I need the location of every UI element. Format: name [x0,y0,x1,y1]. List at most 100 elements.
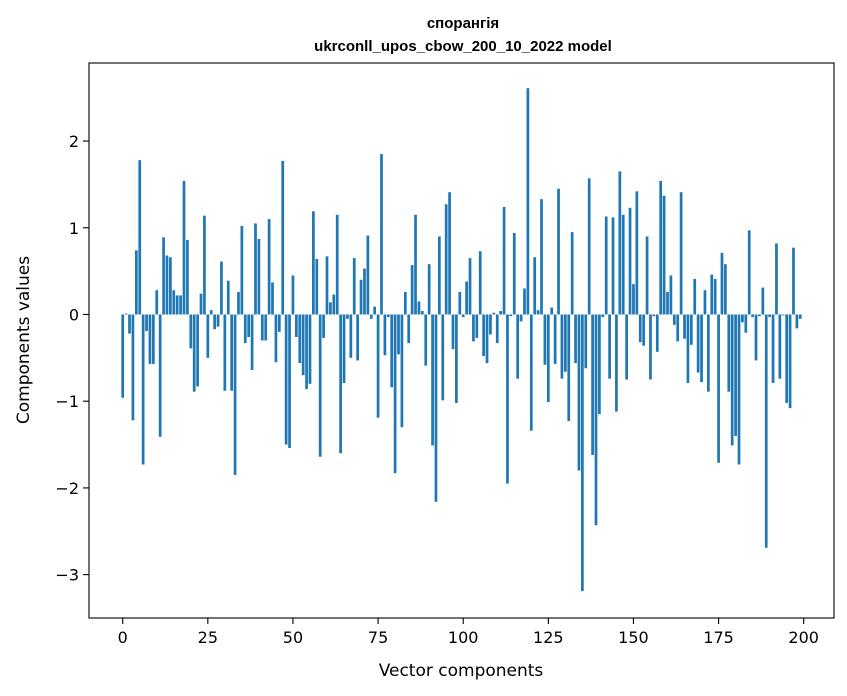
bar-54 [305,314,308,390]
bar-111 [499,311,503,315]
bar-1 [124,313,128,315]
bar-23 [199,293,203,315]
bar-28 [216,314,220,327]
bar-150 [632,284,635,315]
bar-147 [621,214,625,315]
bar-139 [594,314,598,526]
bar-196 [788,314,792,409]
bar-47 [281,160,285,315]
bar-176 [720,252,724,315]
bar-92 [434,314,438,502]
bar-3 [131,314,135,421]
bar-151 [635,191,639,315]
bar-24 [203,215,206,315]
bar-174 [713,278,717,315]
x-tick-label: 75 [368,628,388,647]
bar-112 [502,206,506,315]
bar-74 [373,306,377,315]
bar-125 [546,314,550,403]
bar-133 [574,314,577,364]
bar-4 [134,250,138,315]
bar-95 [444,204,448,315]
bar-135 [581,314,584,592]
bar-169 [696,314,700,373]
bar-120 [529,314,533,431]
bar-16 [175,295,179,315]
bar-38 [250,314,254,370]
bar-18 [182,180,186,315]
bar-154 [645,236,649,315]
bar-192 [775,243,778,315]
bar-65 [342,314,346,383]
bar-49 [288,314,291,449]
bar-106 [482,314,485,357]
bar-96 [448,192,451,315]
bar-114 [509,314,513,317]
bar-156 [652,314,656,317]
bar-109 [492,312,496,315]
bar-98 [455,314,458,403]
bar-12 [162,237,165,315]
bar-41 [260,314,264,341]
bar-198 [795,314,799,329]
bar-191 [771,314,775,383]
bar-91 [431,314,434,446]
bar-195 [785,314,789,403]
bar-99 [458,291,462,315]
bar-32 [230,314,234,391]
bar-55 [308,314,312,384]
bar-152 [638,314,642,343]
bar-173 [710,274,714,315]
bar-105 [478,251,482,315]
bar-128 [557,188,560,315]
bar-71 [363,268,366,315]
bar-72 [366,235,370,315]
bar-140 [598,314,601,415]
bar-180 [734,314,737,436]
bar-113 [506,314,509,484]
bar-102 [468,258,472,315]
bars-group [121,88,802,592]
bar-170 [700,314,703,383]
chart-subtitle: ukrconll_upos_cbow_200_10_2022 model [314,38,612,55]
bar-182 [741,314,744,323]
bar-33 [233,314,237,475]
bar-9 [151,314,155,364]
bar-15 [172,290,176,315]
bar-44 [271,282,274,315]
bar-39 [254,223,257,315]
bar-144 [611,217,615,315]
bar-142 [604,216,608,315]
x-tick-label: 175 [703,628,734,647]
bar-104 [475,314,479,338]
bar-155 [649,314,652,380]
y-tick-label: −3 [55,566,79,585]
bar-82 [400,314,404,428]
bar-93 [438,236,441,315]
bar-119 [526,88,530,315]
bar-199 [798,314,802,319]
bar-89 [424,314,428,366]
bar-67 [349,314,353,358]
bar-73 [369,314,373,319]
bar-149 [628,207,632,315]
bar-184 [747,230,751,315]
bar-108 [489,314,492,335]
bar-110 [495,314,499,344]
x-axis-ticks: 0 25 50 75 100 125 150 175 200 [118,618,819,647]
bar-25 [206,314,210,358]
bar-190 [768,314,771,318]
bar-172 [707,314,710,392]
bar-97 [451,314,455,350]
bar-160 [666,291,669,315]
bar-7 [145,314,148,331]
x-tick-label: 150 [618,628,649,647]
bar-183 [744,314,748,333]
bar-148 [625,314,628,380]
bar-83 [403,291,407,315]
y-tick-label: 0 [69,305,79,324]
bar-60 [325,256,329,315]
bar-21 [192,314,196,392]
bar-185 [751,314,754,318]
